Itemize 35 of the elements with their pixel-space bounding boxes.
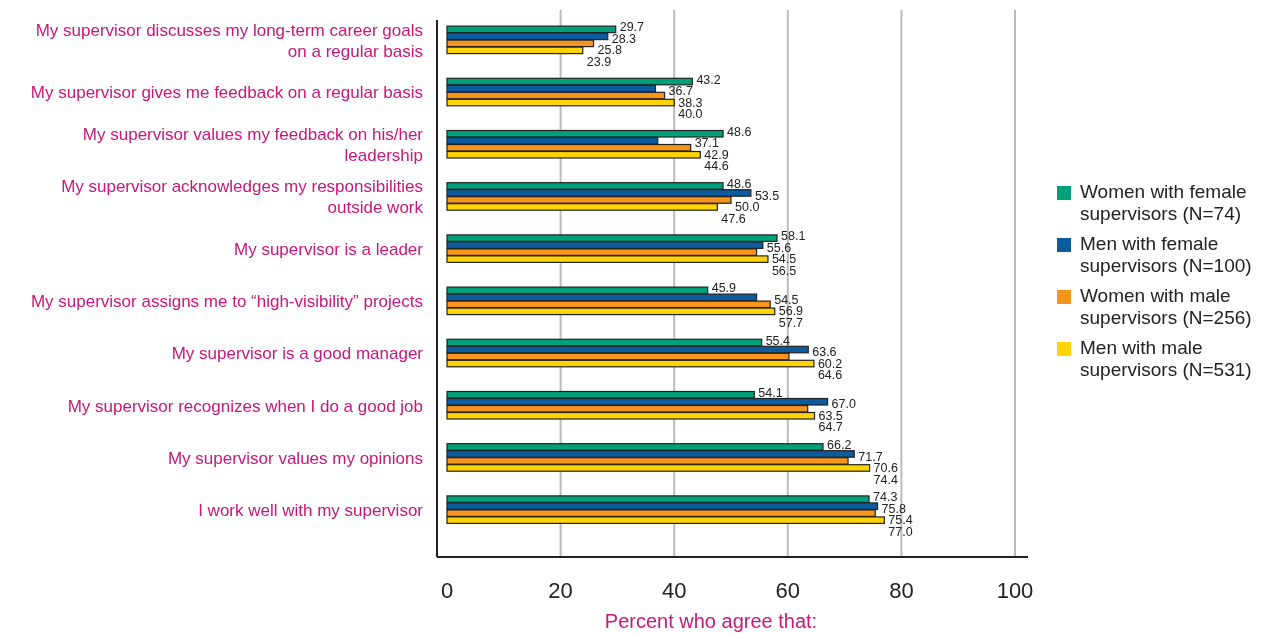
legend-label: Men with male supervisors (N=531) — [1080, 337, 1252, 381]
data-label: 43.2 — [696, 72, 721, 87]
data-label: 64.7 — [818, 420, 843, 435]
data-label: 66.2 — [827, 438, 852, 453]
data-label: 64.6 — [817, 368, 843, 383]
data-label: 55.4 — [765, 333, 791, 348]
y-tick-label: My supervisor assigns me to “high-visibility” projects — [30, 291, 423, 311]
x-tick-label: 20 — [548, 577, 573, 603]
y-tick-label: My supervisor is a good manager — [171, 343, 424, 363]
legend-label: Men with female supervisors (N=100) — [1080, 233, 1252, 277]
data-label: 44.6 — [704, 159, 729, 174]
data-label: 54.1 — [758, 385, 783, 400]
legend-label: Women with male supervisors (N=256) — [1080, 285, 1252, 329]
data-label: 48.6 — [727, 177, 752, 192]
legend-label: Women with female supervisors (N=74) — [1080, 181, 1247, 225]
x-axis-title: Percent who agree that: — [604, 610, 818, 632]
data-label: 45.9 — [711, 281, 737, 296]
data-label: 53.5 — [754, 188, 780, 203]
y-tick-label: My supervisor acknowledges my responsibilities outside work — [61, 176, 424, 217]
x-tick-label: 60 — [775, 577, 801, 603]
y-tick-label: My supervisor is a leader — [234, 239, 424, 259]
y-tick-label: My supervisor discusses my long-term career goals on a regular basis — [35, 20, 423, 61]
y-tick-label: My supervisor gives me feedback on a regular basis — [30, 82, 423, 102]
data-label: 71.7 — [858, 449, 883, 464]
x-tick-label: 100 — [996, 577, 1034, 603]
data-label: 40.0 — [678, 107, 703, 122]
x-tick-label: 40 — [661, 577, 687, 603]
y-tick-label: I work well with my supervisor — [198, 500, 424, 520]
y-tick-label: My supervisor recognizes when I do a good job — [67, 396, 423, 415]
data-label: 54.5 — [774, 292, 799, 307]
x-tick-label: 0 — [440, 577, 454, 603]
x-tick-label: 80 — [889, 577, 914, 603]
data-label: 48.6 — [727, 124, 752, 139]
y-tick-label: My supervisor values my opinions — [167, 448, 423, 468]
y-tick-label: My supervisor values my feedback on his/her leadership — [82, 124, 424, 165]
